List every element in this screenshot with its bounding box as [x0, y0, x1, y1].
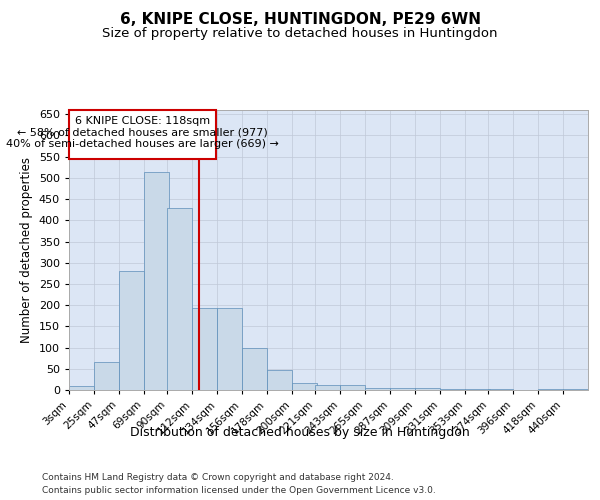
Bar	[292, 383, 317, 390]
Bar	[538, 388, 563, 390]
Bar	[340, 386, 365, 390]
Bar	[143, 172, 169, 390]
Bar	[94, 362, 119, 390]
Text: 6, KNIPE CLOSE, HUNTINGDON, PE29 6WN: 6, KNIPE CLOSE, HUNTINGDON, PE29 6WN	[119, 12, 481, 28]
Bar	[69, 386, 94, 390]
Bar	[365, 388, 390, 390]
Bar	[242, 348, 267, 390]
Bar	[119, 271, 143, 390]
Text: ← 58% of detached houses are smaller (977): ← 58% of detached houses are smaller (97…	[17, 128, 268, 138]
Text: Distribution of detached houses by size in Huntingdon: Distribution of detached houses by size …	[130, 426, 470, 439]
Bar	[217, 308, 242, 390]
Bar	[192, 308, 217, 390]
Bar	[316, 386, 340, 390]
Text: 6 KNIPE CLOSE: 118sqm: 6 KNIPE CLOSE: 118sqm	[75, 116, 210, 126]
Bar	[267, 370, 292, 390]
Bar	[465, 388, 490, 390]
Bar	[167, 208, 192, 390]
Y-axis label: Number of detached properties: Number of detached properties	[20, 157, 33, 343]
Text: 40% of semi-detached houses are larger (669) →: 40% of semi-detached houses are larger (…	[6, 138, 279, 148]
Bar	[390, 388, 415, 390]
Bar	[440, 388, 465, 390]
Bar	[563, 388, 588, 390]
Bar	[415, 388, 440, 390]
Text: Size of property relative to detached houses in Huntingdon: Size of property relative to detached ho…	[102, 28, 498, 40]
Bar	[69, 110, 216, 159]
Text: Contains public sector information licensed under the Open Government Licence v3: Contains public sector information licen…	[42, 486, 436, 495]
Bar	[488, 388, 514, 390]
Text: Contains HM Land Registry data © Crown copyright and database right 2024.: Contains HM Land Registry data © Crown c…	[42, 472, 394, 482]
